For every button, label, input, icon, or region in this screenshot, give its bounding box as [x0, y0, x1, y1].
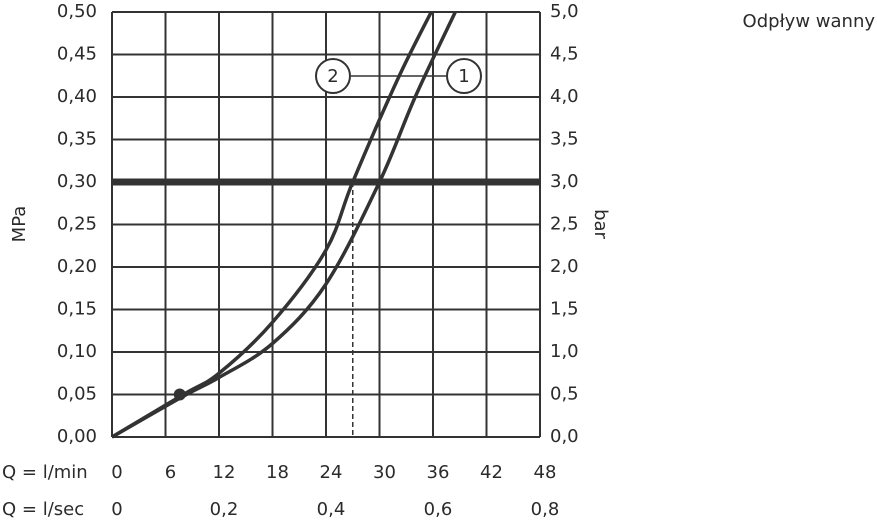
x-tick-label: 30 — [373, 462, 396, 483]
y-tick-label: 0,00 — [57, 426, 97, 447]
y-tick-label: 0,20 — [57, 256, 97, 277]
y2-tick-label: 1,0 — [550, 341, 579, 362]
y-tick-label: 0,15 — [57, 299, 97, 320]
legend-label: 2 — [327, 66, 338, 87]
x-tick-label: 0 — [111, 462, 122, 483]
x2-tick-label: 0,2 — [210, 499, 239, 520]
x-tick-label: 18 — [266, 462, 289, 483]
y-tick-label: 0,50 — [57, 1, 97, 22]
y2-axis-label: bar — [590, 209, 611, 239]
x-tick-label: 24 — [320, 462, 343, 483]
y-tick-label: 0,40 — [57, 86, 97, 107]
legend-label: 1 — [458, 66, 469, 87]
x-tick-label: 36 — [427, 462, 450, 483]
callout-circle — [446, 58, 482, 94]
x2-axis-label: Q = l/sec — [2, 499, 84, 520]
y2-tick-label: 1,5 — [550, 299, 579, 320]
x-tick-label: 48 — [534, 462, 557, 483]
y2-tick-label: 0,0 — [550, 426, 579, 447]
marker-point — [173, 388, 186, 401]
y2-tick-label: 5,0 — [550, 1, 579, 22]
chart-title: Odpływ wanny — [743, 11, 876, 32]
y2-tick-label: 0,5 — [550, 384, 579, 405]
y-axis-label: MPa — [9, 206, 30, 243]
y2-tick-label: 3,5 — [550, 129, 579, 150]
y2-tick-label: 4,5 — [550, 44, 579, 65]
callout-circle — [315, 58, 351, 94]
y2-tick-label: 2,5 — [550, 214, 579, 235]
y-tick-label: 0,25 — [57, 214, 97, 235]
x-tick-label: 12 — [213, 462, 236, 483]
y2-tick-label: 3,0 — [550, 171, 579, 192]
y2-tick-label: 4,0 — [550, 86, 579, 107]
x2-tick-label: 0,6 — [424, 499, 453, 520]
x-axis-label: Q = l/min — [2, 462, 88, 483]
y-tick-label: 0,45 — [57, 44, 97, 65]
y-tick-label: 0,05 — [57, 384, 97, 405]
x-tick-label: 6 — [165, 462, 176, 483]
x2-tick-label: 0,4 — [317, 499, 346, 520]
x2-tick-label: 0,8 — [531, 499, 560, 520]
y-tick-label: 0,10 — [57, 341, 97, 362]
x-tick-label: 42 — [480, 462, 503, 483]
x2-tick-label: 0 — [111, 499, 122, 520]
y-tick-label: 0,35 — [57, 129, 97, 150]
y-tick-label: 0,30 — [57, 171, 97, 192]
y2-tick-label: 2,0 — [550, 256, 579, 277]
